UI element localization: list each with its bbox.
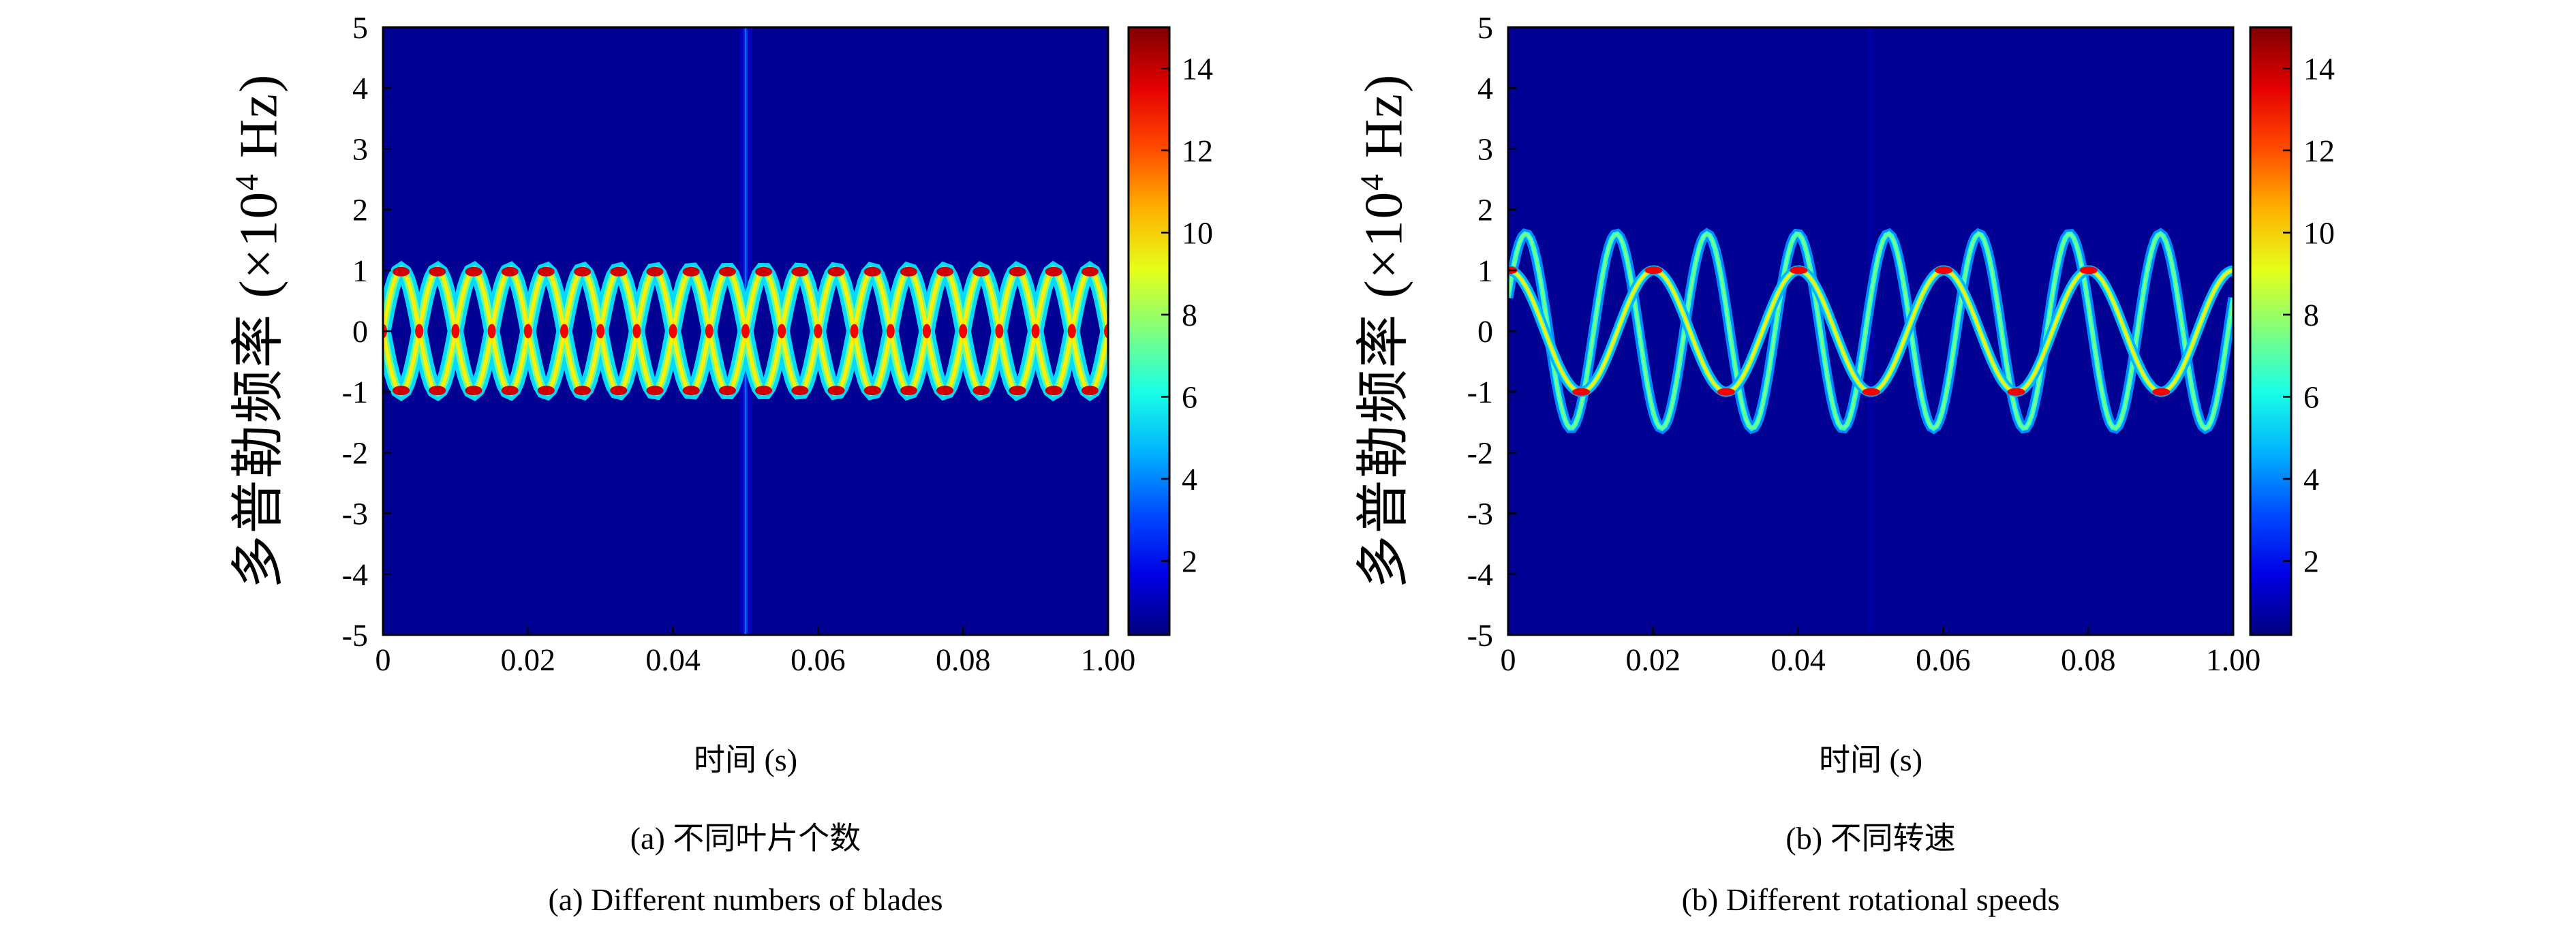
svg-text:-1: -1 [1467, 375, 1493, 409]
svg-text:8: 8 [2303, 298, 2319, 332]
svg-text:0: 0 [352, 314, 368, 349]
svg-text:5: 5 [1477, 10, 1493, 45]
svg-text:14: 14 [2303, 51, 2335, 86]
svg-text:0: 0 [375, 642, 391, 677]
svg-text:3: 3 [1477, 131, 1493, 166]
svg-text:4: 4 [2303, 462, 2319, 497]
svg-text:0.06: 0.06 [791, 642, 846, 677]
svg-text:4: 4 [1477, 71, 1493, 106]
svg-text:2: 2 [1477, 193, 1493, 228]
svg-text:0: 0 [1477, 314, 1493, 349]
svg-text:0.08: 0.08 [2061, 642, 2116, 677]
svg-text:2: 2 [2303, 544, 2319, 579]
svg-text:0.08: 0.08 [936, 642, 991, 677]
svg-text:4: 4 [352, 71, 368, 106]
svg-text:0.02: 0.02 [1626, 642, 1681, 677]
svg-text:1: 1 [352, 253, 368, 288]
svg-text:-3: -3 [342, 497, 368, 531]
svg-text:1.00: 1.00 [1081, 642, 1136, 677]
svg-text:-1: -1 [342, 375, 368, 409]
svg-text:0.06: 0.06 [1916, 642, 1971, 677]
svg-text:3: 3 [352, 131, 368, 166]
svg-text:14: 14 [1182, 51, 1213, 86]
svg-text:6: 6 [2303, 379, 2319, 414]
svg-text:1.00: 1.00 [2206, 642, 2261, 677]
svg-text:2: 2 [352, 193, 368, 228]
svg-text:-2: -2 [1467, 435, 1493, 470]
svg-text:6: 6 [1182, 379, 1197, 414]
svg-text:-3: -3 [1467, 497, 1493, 531]
svg-text:0.04: 0.04 [1770, 642, 1826, 677]
svg-text:-2: -2 [342, 435, 368, 470]
svg-text:12: 12 [2303, 134, 2335, 168]
svg-text:12: 12 [1182, 134, 1213, 168]
svg-text:4: 4 [1182, 462, 1197, 497]
svg-text:0: 0 [1501, 642, 1516, 677]
svg-text:5: 5 [352, 10, 368, 45]
svg-text:-5: -5 [342, 618, 368, 653]
svg-text:8: 8 [1182, 298, 1197, 332]
svg-text:-5: -5 [1467, 618, 1493, 653]
svg-text:1: 1 [1477, 253, 1493, 288]
svg-text:2: 2 [1182, 544, 1197, 579]
svg-text:0.02: 0.02 [501, 642, 556, 677]
svg-text:0.04: 0.04 [645, 642, 701, 677]
svg-text:10: 10 [2303, 215, 2335, 250]
svg-text:-4: -4 [1467, 557, 1493, 592]
svg-text:-4: -4 [342, 557, 368, 592]
svg-text:10: 10 [1182, 215, 1213, 250]
